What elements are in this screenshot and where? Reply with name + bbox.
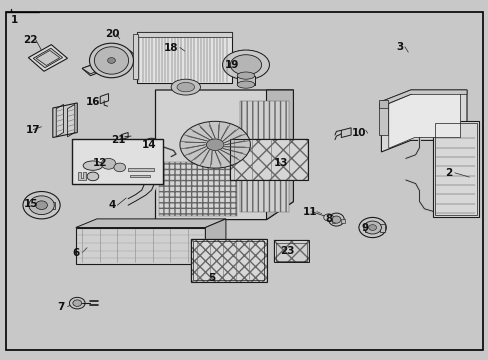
Text: 6: 6 — [72, 248, 80, 258]
Text: 12: 12 — [93, 158, 107, 168]
Bar — [378, 100, 387, 108]
Bar — [193, 241, 264, 280]
Ellipse shape — [206, 139, 224, 150]
Text: 8: 8 — [325, 214, 332, 224]
Bar — [30, 202, 36, 209]
Polygon shape — [33, 48, 62, 68]
Bar — [273, 240, 308, 262]
Text: 1: 1 — [11, 15, 18, 25]
Text: 11: 11 — [303, 207, 317, 217]
Text: 9: 9 — [361, 222, 368, 233]
Text: 4: 4 — [108, 200, 116, 210]
Text: 3: 3 — [395, 42, 403, 52]
Bar — [129, 175, 150, 177]
Ellipse shape — [222, 50, 269, 80]
Ellipse shape — [73, 300, 81, 306]
Bar — [229, 139, 307, 180]
Ellipse shape — [94, 47, 128, 74]
Ellipse shape — [36, 201, 47, 210]
Polygon shape — [78, 172, 85, 180]
Text: 15: 15 — [23, 199, 38, 210]
Bar — [276, 243, 306, 261]
Ellipse shape — [368, 225, 376, 230]
Ellipse shape — [171, 79, 200, 95]
Bar — [341, 219, 345, 223]
Ellipse shape — [101, 158, 116, 169]
Bar — [364, 224, 369, 232]
Bar — [273, 240, 308, 262]
Polygon shape — [237, 76, 254, 85]
Bar — [432, 121, 478, 217]
Text: 19: 19 — [224, 60, 239, 70]
Ellipse shape — [29, 196, 54, 215]
Bar — [380, 224, 385, 232]
Polygon shape — [381, 90, 466, 152]
Text: 22: 22 — [23, 35, 38, 45]
Polygon shape — [388, 93, 460, 148]
Bar — [229, 139, 307, 180]
Ellipse shape — [107, 58, 115, 63]
Polygon shape — [28, 45, 67, 71]
Ellipse shape — [237, 72, 254, 79]
Ellipse shape — [83, 161, 102, 170]
Ellipse shape — [328, 213, 344, 226]
Bar — [133, 34, 138, 79]
Ellipse shape — [114, 163, 125, 172]
Ellipse shape — [323, 214, 333, 221]
Polygon shape — [82, 60, 111, 74]
Ellipse shape — [69, 297, 85, 309]
Bar — [49, 202, 55, 209]
Bar — [190, 239, 266, 282]
Ellipse shape — [237, 81, 254, 88]
Ellipse shape — [89, 43, 133, 78]
Text: 13: 13 — [273, 158, 288, 168]
Text: 18: 18 — [163, 42, 178, 53]
Polygon shape — [56, 104, 63, 137]
Bar — [331, 219, 335, 223]
Bar — [378, 103, 387, 135]
Ellipse shape — [180, 121, 250, 168]
Polygon shape — [341, 128, 350, 138]
Bar — [137, 32, 232, 37]
Bar — [434, 123, 476, 215]
Ellipse shape — [358, 217, 386, 238]
Polygon shape — [76, 219, 225, 228]
Ellipse shape — [87, 172, 99, 181]
Bar — [137, 32, 232, 83]
Polygon shape — [76, 228, 205, 264]
Bar — [159, 162, 237, 216]
Text: 16: 16 — [85, 96, 100, 107]
Polygon shape — [155, 90, 293, 220]
Text: 7: 7 — [58, 302, 65, 312]
Polygon shape — [82, 50, 138, 76]
Text: 5: 5 — [208, 273, 215, 283]
Text: 21: 21 — [111, 135, 126, 145]
Text: 10: 10 — [351, 128, 366, 138]
Text: 2: 2 — [444, 168, 451, 178]
Ellipse shape — [177, 82, 194, 92]
Polygon shape — [67, 104, 75, 137]
Polygon shape — [205, 219, 225, 264]
Text: 14: 14 — [142, 140, 156, 150]
Ellipse shape — [143, 138, 159, 150]
Polygon shape — [121, 132, 128, 140]
Bar — [190, 239, 266, 282]
Polygon shape — [36, 50, 60, 66]
Ellipse shape — [23, 192, 60, 219]
Polygon shape — [381, 90, 466, 106]
Ellipse shape — [331, 216, 340, 223]
Bar — [239, 101, 288, 212]
Bar — [72, 139, 163, 184]
Bar — [128, 168, 153, 171]
Polygon shape — [100, 94, 108, 104]
Text: 17: 17 — [25, 125, 40, 135]
Polygon shape — [266, 90, 293, 220]
Text: 23: 23 — [279, 246, 294, 256]
Text: 20: 20 — [105, 29, 120, 39]
Ellipse shape — [230, 55, 261, 75]
Ellipse shape — [363, 221, 381, 234]
